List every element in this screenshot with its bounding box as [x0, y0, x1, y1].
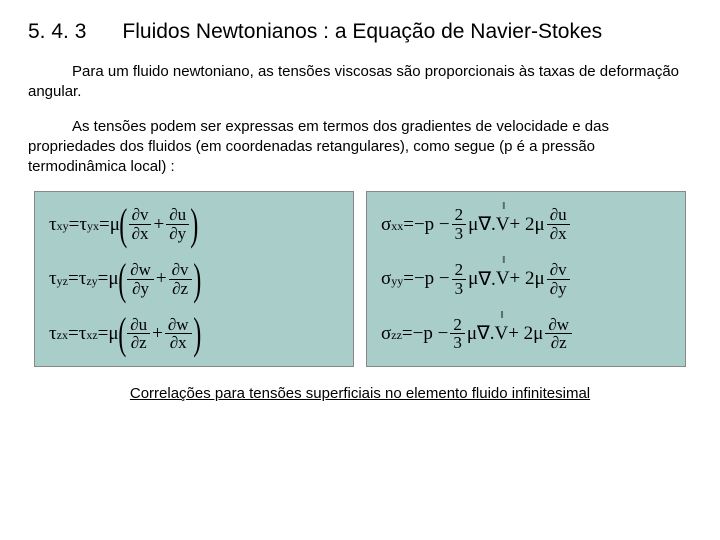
normal-stress-panel: σxx = −p − 23 μ ∇. ‖V + 2μ ∂u∂x σyy = −p… — [366, 191, 686, 367]
paragraph-2: As tensões podem ser expressas em termos… — [28, 117, 692, 178]
section-title: Fluidos Newtonianos : a Equação de Navie… — [122, 20, 602, 44]
section-number: 5. 4. 3 — [28, 20, 86, 44]
shear-stress-panel: τxy = τyx = μ ( ∂v∂x + ∂u∂y ) τyz = τzy … — [34, 191, 354, 367]
paragraph-1: Para um fluido newtoniano, as tensões vi… — [28, 62, 692, 103]
eq-sigma-xx: σxx = −p − 23 μ ∇. ‖V + 2μ ∂u∂x — [381, 206, 675, 243]
eq-tau-zx: τzx = τxz = μ ( ∂u∂z + ∂w∂x ) — [49, 316, 343, 353]
section-header: 5. 4. 3 Fluidos Newtonianos : a Equação … — [28, 20, 692, 44]
eq-sigma-zz: σzz = −p − 23 μ ∇. ‖V + 2μ ∂w∂z — [381, 316, 675, 353]
figure-caption: Correlações para tensões superficiais no… — [28, 385, 692, 402]
eq-tau-yz: τyz = τzy = μ ( ∂w∂y + ∂v∂z ) — [49, 261, 343, 298]
eq-tau-xy: τxy = τyx = μ ( ∂v∂x + ∂u∂y ) — [49, 206, 343, 243]
eq-sigma-yy: σyy = −p − 23 μ ∇. ‖V + 2μ ∂v∂y — [381, 261, 675, 298]
equation-row: τxy = τyx = μ ( ∂v∂x + ∂u∂y ) τyz = τzy … — [34, 191, 686, 367]
